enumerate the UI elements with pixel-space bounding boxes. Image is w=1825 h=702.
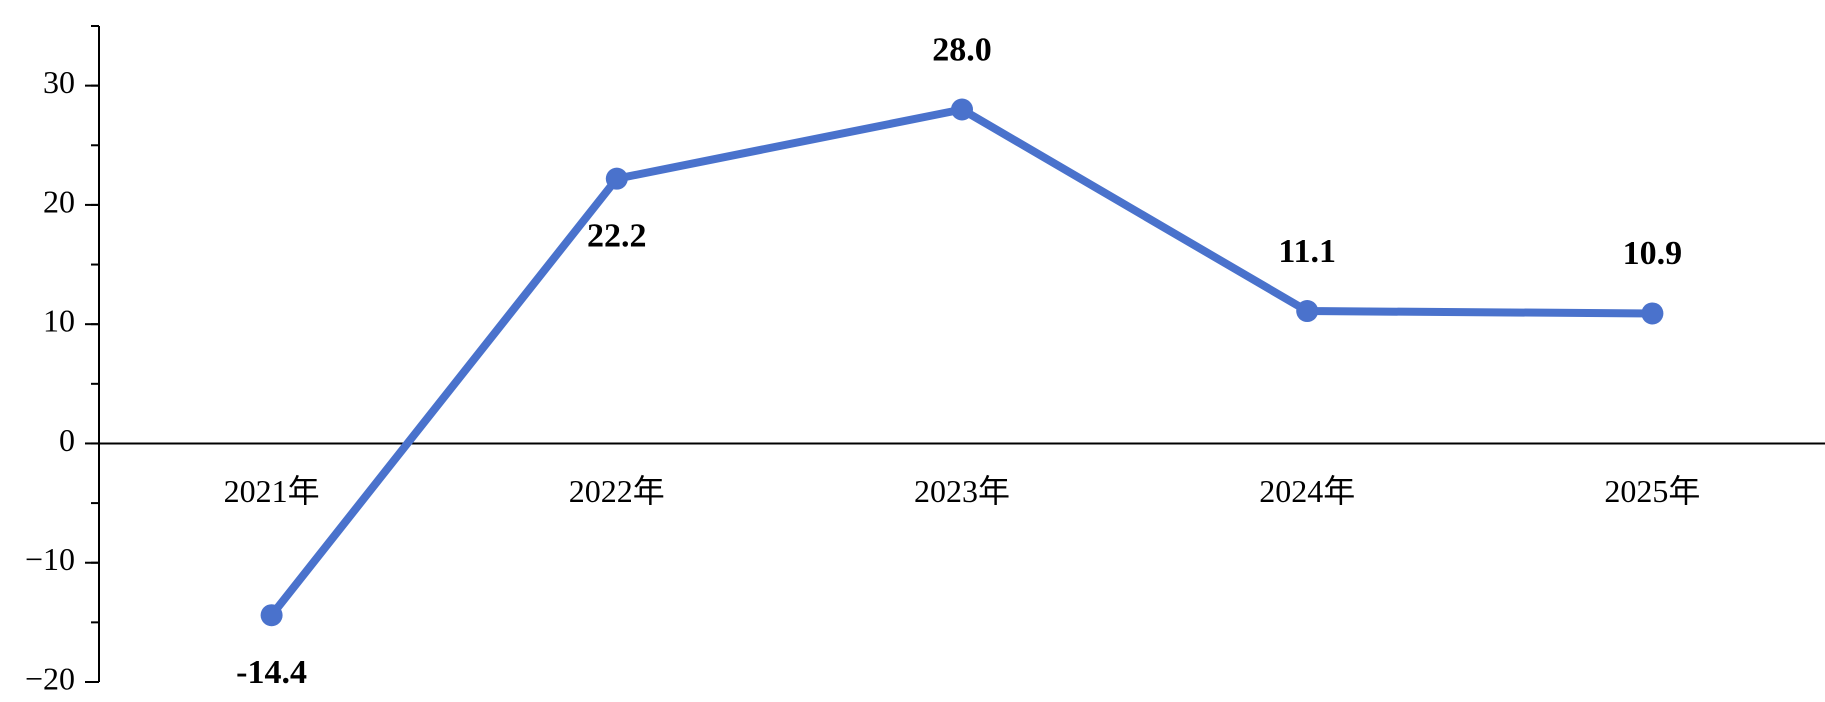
point	[1641, 302, 1664, 325]
y-tick-label: 20	[43, 183, 75, 219]
y-tick-label: −20	[25, 660, 75, 696]
y-tick-label: 10	[43, 303, 75, 339]
point	[260, 604, 283, 627]
x-tick-label: 2024年	[1259, 473, 1355, 509]
point	[605, 167, 628, 190]
x-tick-label: 2025年	[1604, 473, 1700, 509]
value-label: 10.9	[1623, 235, 1683, 272]
line	[268, 105, 1653, 618]
value-label: 22.2	[587, 217, 647, 254]
value-label: -14.4	[236, 654, 307, 691]
y-tick-label: 30	[43, 64, 75, 100]
value-label: 11.1	[1278, 233, 1336, 270]
point	[1296, 300, 1319, 323]
y-tick-label: 0	[59, 422, 75, 458]
y-tick-label: −10	[25, 541, 75, 577]
value-label: 28.0	[932, 31, 992, 68]
x-tick-label: 2023年	[914, 473, 1010, 509]
x-tick-label: 2021年	[224, 473, 320, 509]
point	[951, 98, 973, 121]
x-tick-label: 2022年	[569, 473, 665, 509]
